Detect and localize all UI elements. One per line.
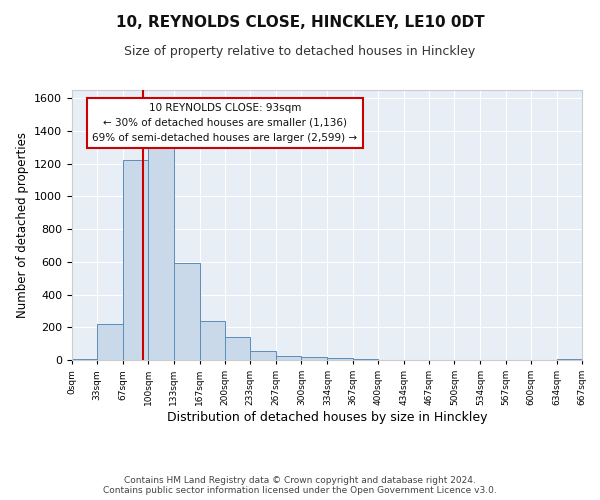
- Bar: [72, 359, 97, 360]
- Bar: [225, 337, 250, 360]
- Bar: [123, 160, 148, 360]
- Bar: [148, 148, 173, 360]
- Bar: [557, 359, 582, 360]
- Text: 10, REYNOLDS CLOSE, HINCKLEY, LE10 0DT: 10, REYNOLDS CLOSE, HINCKLEY, LE10 0DT: [116, 15, 484, 30]
- Text: 10 REYNOLDS CLOSE: 93sqm
← 30% of detached houses are smaller (1,136)
69% of sem: 10 REYNOLDS CLOSE: 93sqm ← 30% of detach…: [92, 103, 358, 142]
- Bar: [353, 359, 378, 360]
- Bar: [276, 356, 301, 360]
- Bar: [97, 324, 123, 360]
- Bar: [250, 351, 276, 360]
- X-axis label: Distribution of detached houses by size in Hinckley: Distribution of detached houses by size …: [167, 411, 487, 424]
- Bar: [328, 358, 353, 360]
- Text: Contains public sector information licensed under the Open Government Licence v3: Contains public sector information licen…: [103, 486, 497, 495]
- Bar: [301, 356, 328, 360]
- Bar: [200, 320, 225, 360]
- Bar: [173, 264, 200, 360]
- Text: Contains HM Land Registry data © Crown copyright and database right 2024.: Contains HM Land Registry data © Crown c…: [124, 476, 476, 485]
- Y-axis label: Number of detached properties: Number of detached properties: [16, 132, 29, 318]
- Text: Size of property relative to detached houses in Hinckley: Size of property relative to detached ho…: [124, 45, 476, 58]
